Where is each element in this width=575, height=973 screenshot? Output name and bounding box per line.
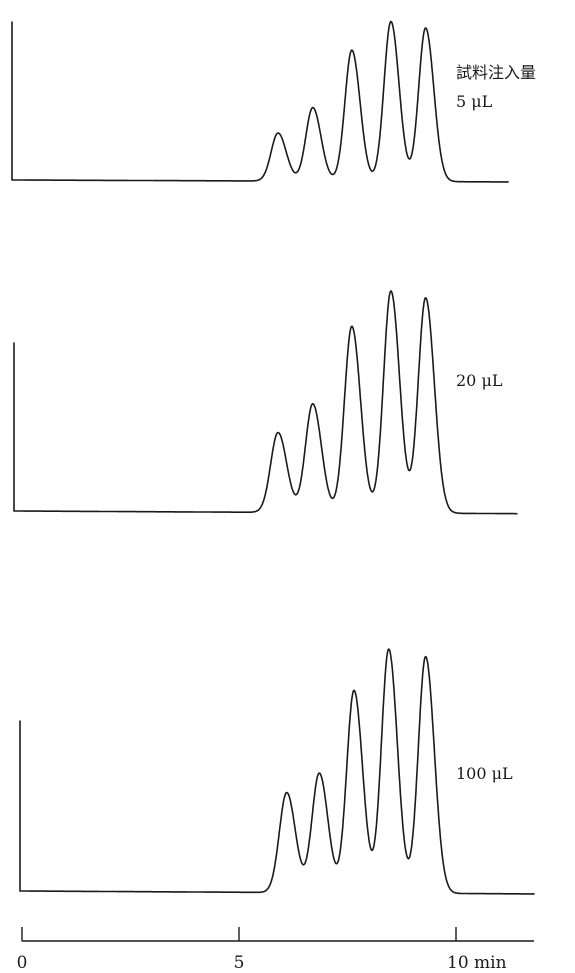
tick-label-5: 5 bbox=[234, 953, 245, 973]
tick-label-0: 0 bbox=[17, 953, 28, 973]
panel-100ul: 100 μL bbox=[19, 648, 535, 895]
series-label-100ul: 100 μL bbox=[456, 764, 513, 783]
time-axis: 0 5 10 min bbox=[17, 927, 534, 973]
series-label-5ul: 5 μL bbox=[456, 92, 493, 111]
panel-5ul: 試料注入量 5 μL bbox=[11, 20, 536, 183]
series-label-20ul: 20 μL bbox=[456, 371, 503, 390]
trace-5ul bbox=[11, 20, 509, 183]
legend-header: 試料注入量 bbox=[456, 63, 536, 82]
panel-20ul: 20 μL bbox=[13, 290, 518, 515]
trace-20ul bbox=[13, 290, 518, 515]
tick-label-10: 10 min bbox=[447, 953, 507, 973]
trace-100ul bbox=[19, 648, 535, 895]
